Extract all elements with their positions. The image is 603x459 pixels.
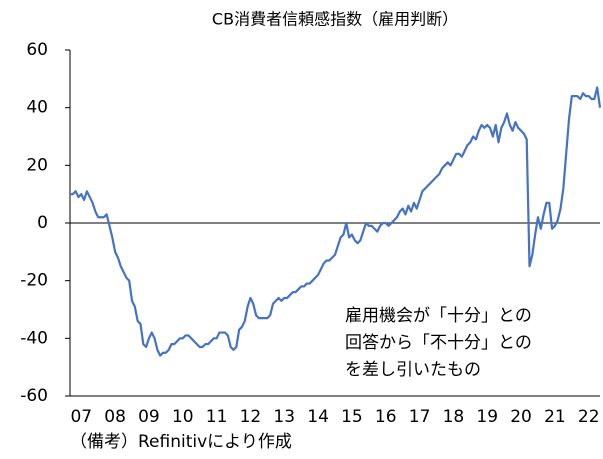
- x-tick-label: 07: [70, 407, 92, 427]
- y-tick-label: 60: [26, 40, 48, 60]
- x-tick-label: 09: [138, 407, 160, 427]
- y-tick-label: 40: [26, 98, 48, 118]
- annotation: を差し引いたもの: [345, 360, 481, 380]
- x-tick-label: 15: [341, 407, 363, 427]
- annotation: 回答から「不十分」との: [345, 333, 532, 353]
- y-tick-label: -40: [20, 328, 48, 348]
- chart-title: CB消費者信頼感指数（雇用判断）: [212, 10, 458, 29]
- x-tick-label: 18: [443, 407, 465, 427]
- x-tick-label: 16: [375, 407, 397, 427]
- y-tick-label: -60: [20, 386, 48, 406]
- y-tick-label: 0: [37, 213, 48, 233]
- note: （備考）Refinitivにより作成: [70, 432, 292, 452]
- x-tick-label: 12: [240, 407, 262, 427]
- x-tick-label: 08: [104, 407, 126, 427]
- x-tick-label: 20: [510, 407, 532, 427]
- x-tick-label: 17: [409, 407, 431, 427]
- x-tick-label: 10: [172, 407, 194, 427]
- series-line: [70, 86, 602, 357]
- x-tick-label: 22: [578, 407, 600, 427]
- y-tick-label: -20: [20, 271, 48, 291]
- annotation: 雇用機会が「十分」との: [345, 306, 532, 326]
- x-tick-label: 13: [273, 407, 295, 427]
- x-tick-label: 11: [206, 407, 228, 427]
- x-tick-label: 21: [544, 407, 566, 427]
- x-tick-label: 14: [307, 407, 329, 427]
- y-tick-label: 20: [26, 155, 48, 175]
- x-tick-label: 19: [476, 407, 498, 427]
